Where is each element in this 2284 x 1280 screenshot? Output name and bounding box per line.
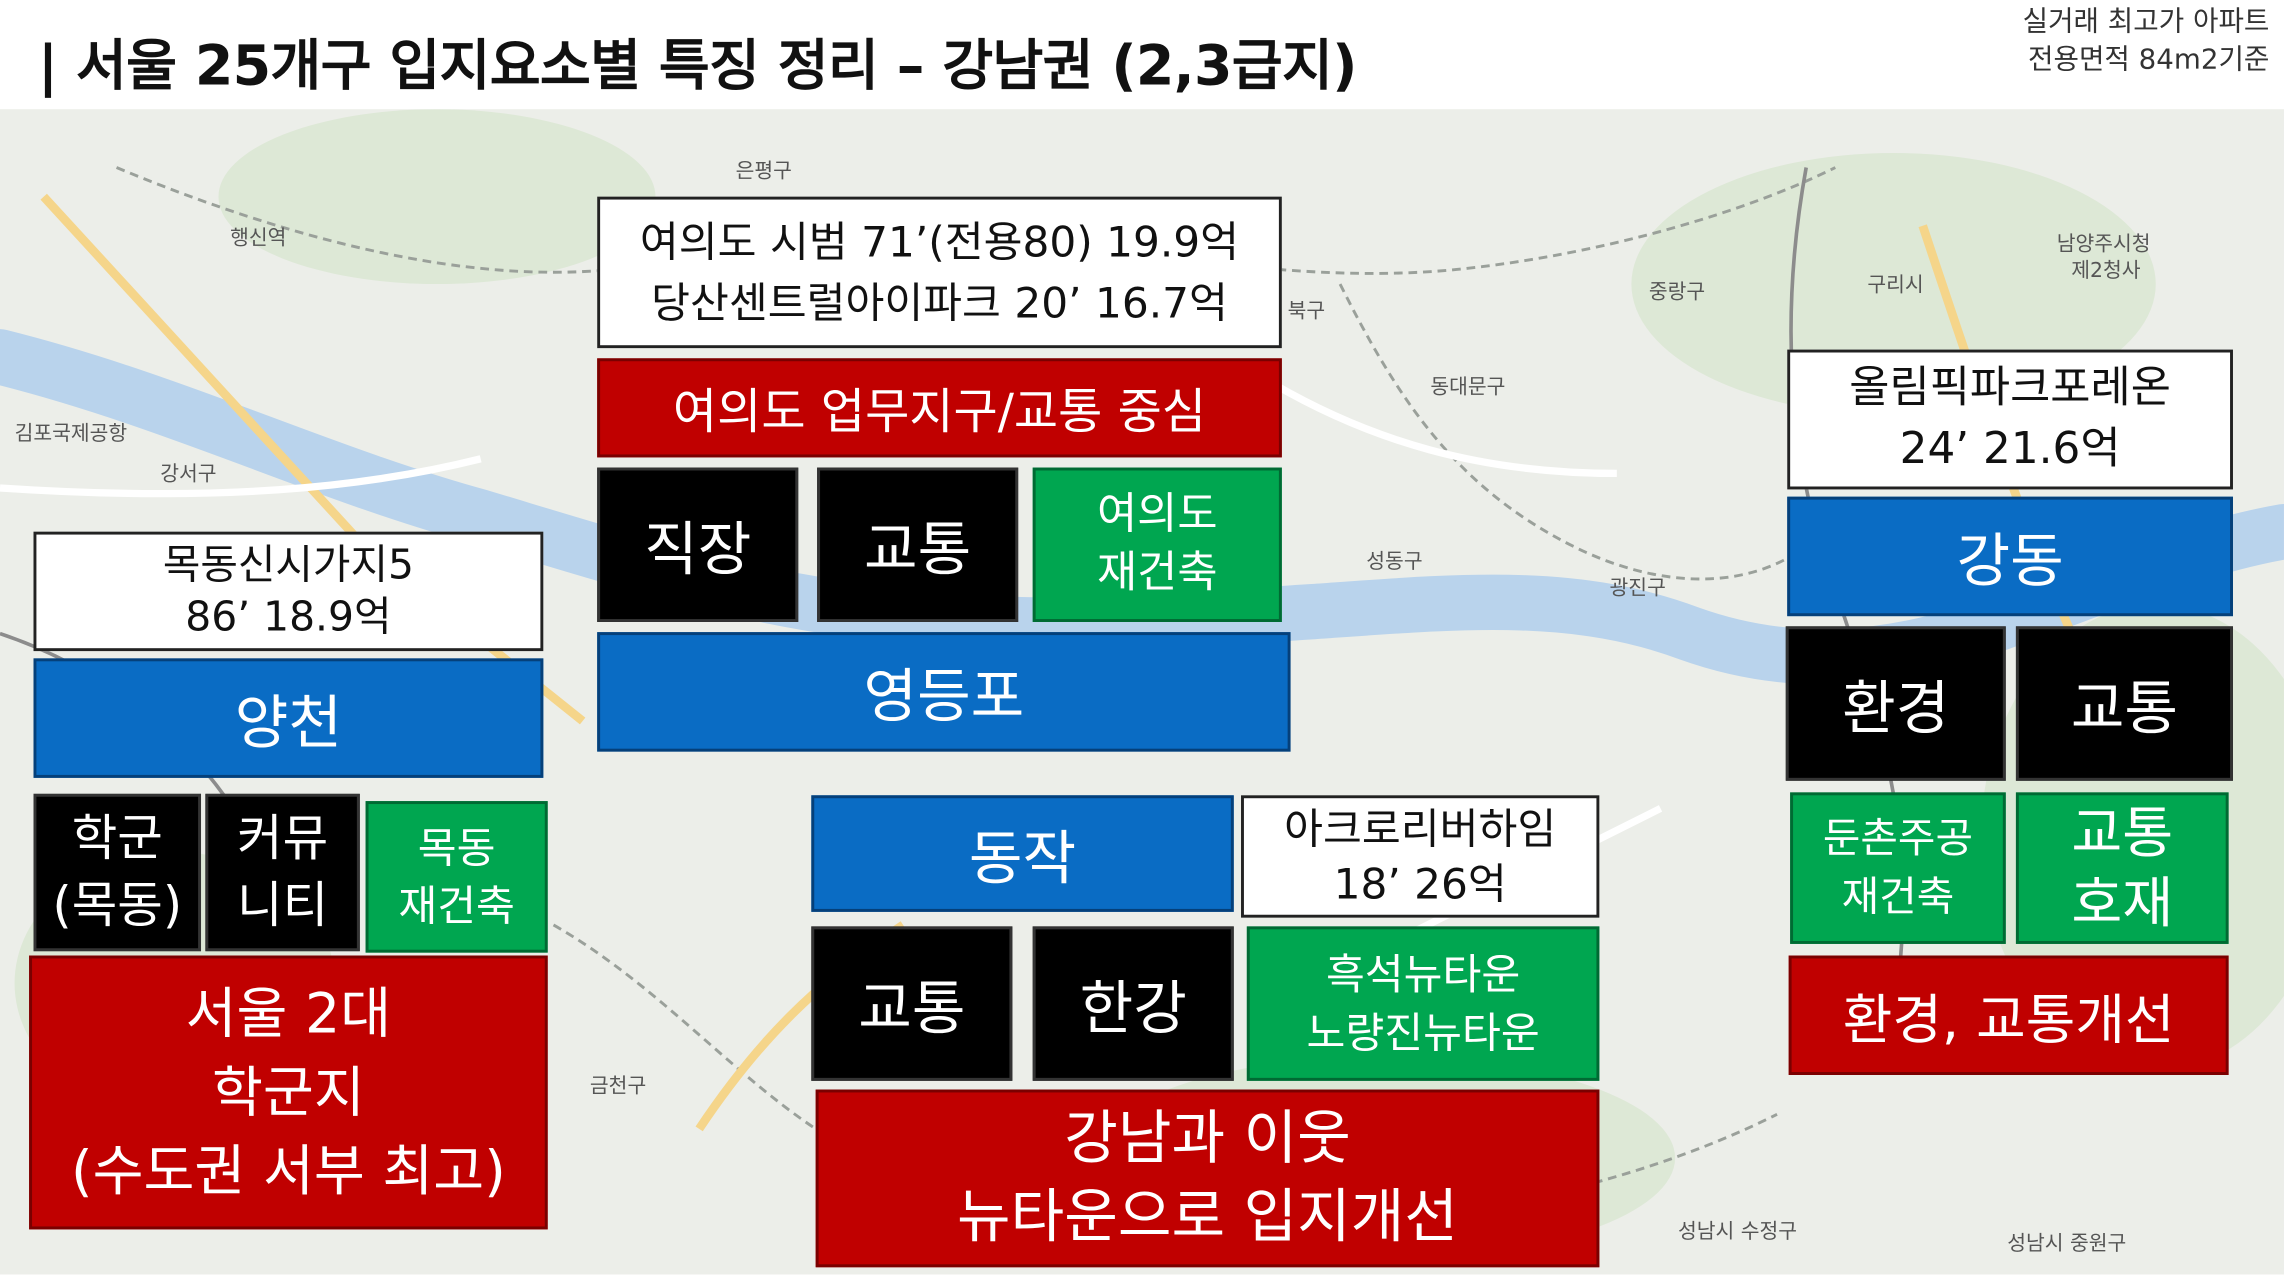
yangcheon-summary-box: 서울 2대 학군지 (수도권 서부 최고) — [29, 955, 548, 1230]
gangdong-factor-transport-plan: 교통 호재 — [2015, 792, 2229, 944]
yeongdeungpo-factor3-line2: 재건축 — [1096, 547, 1218, 599]
map-label-gangseo: 강서구 — [160, 463, 217, 487]
yeongdeungpo-summary-box: 여의도 업무지구/교통 중심 — [597, 358, 1282, 458]
yeongdeungpo-price-line2: 당산센트럴아이파크 20’ 16.7억 — [651, 278, 1228, 328]
dongjak-factor3-line2: 노량진뉴타운 — [1306, 1007, 1540, 1058]
gangdong-factor-transport: 교통 — [2015, 626, 2233, 781]
yangcheon-factor1-line2: (목동) — [52, 876, 183, 936]
yangcheon-factor1-line1: 학군 — [71, 809, 163, 869]
yeongdeungpo-factor-rebuild: 여의도 재건축 — [1032, 467, 1282, 622]
dongjak-summary-line2: 뉴타운으로 입지개선 — [957, 1184, 1458, 1252]
page-title: | 서울 25개구 입지요소별 특징 정리 – 강남권 (2,3급지) — [37, 33, 1358, 98]
yeongdeungpo-factor1-label: 직장 — [644, 517, 752, 585]
yeongdeungpo-district-box: 영등포 — [597, 632, 1291, 752]
yangcheon-factor2-line2: 니티 — [237, 876, 329, 936]
yangcheon-price-line1: 목동신시가지5 — [162, 540, 414, 589]
dongjak-district-box: 동작 — [811, 795, 1234, 912]
criteria-note: 실거래 최고가 아파트 전용면적 84m2기준 — [2023, 3, 2270, 79]
gangdong-factor3-line1: 둔촌주공 — [1822, 814, 1973, 863]
yangcheon-summary-line1: 서울 2대 — [185, 981, 392, 1046]
yangcheon-district-label: 양천 — [234, 690, 343, 758]
gangdong-factor4-line2: 호재 — [2071, 871, 2174, 936]
map-label-namyangju-2: 제2청사 — [2071, 259, 2141, 283]
dongjak-summary-box: 강남과 이웃 뉴타운으로 입지개선 — [815, 1089, 1600, 1268]
dongjak-price-box: 아크로리버하임 18’ 26억 — [1241, 795, 1600, 918]
map-label-seongbuk: 북구 — [1287, 300, 1326, 324]
dongjak-factor1-label: 교통 — [858, 975, 966, 1043]
dongjak-factor2-label: 한강 — [1079, 975, 1187, 1043]
yeongdeungpo-price-box: 여의도 시범 71’(전용80) 19.9억 당산센트럴아이파크 20’ 16.… — [597, 196, 1282, 349]
gangdong-price-box: 올림픽파크포레온 24’ 21.6억 — [1787, 349, 2233, 490]
criteria-note-line1: 실거래 최고가 아파트 — [2022, 5, 2270, 38]
dongjak-factor-newtown: 흑석뉴타운 노량진뉴타운 — [1246, 926, 1600, 1081]
map-label-geumcheon: 금천구 — [589, 1074, 647, 1099]
gangdong-factor4-line1: 교통 — [2071, 801, 2174, 866]
gangdong-factor3-line2: 재건축 — [1841, 872, 1955, 921]
dongjak-factor-river: 한강 — [1032, 926, 1234, 1081]
yangcheon-summary-line3: (수도권 서부 최고) — [70, 1139, 506, 1204]
map-label-dongdaemun: 동대문구 — [1430, 375, 1506, 400]
map-label-eunpyeong: 은평구 — [735, 160, 792, 184]
dongjak-price-line1: 아크로리버하임 — [1284, 804, 1557, 854]
yangcheon-factor-rebuild: 목동 재건축 — [365, 801, 548, 953]
yeongdeungpo-factor2-label: 교통 — [864, 517, 972, 585]
map-label-gwangjin: 광진구 — [1609, 576, 1666, 601]
yangcheon-factor3-line2: 재건축 — [398, 881, 515, 931]
gangdong-price-line2: 24’ 21.6억 — [1899, 423, 2121, 475]
yangcheon-price-line2: 86’ 18.9억 — [185, 592, 392, 641]
map-label-haengsin: 행신역 — [230, 227, 287, 251]
yangcheon-summary-line2: 학군지 — [212, 1060, 365, 1125]
yangcheon-factor2-line1: 커뮤 — [237, 809, 329, 869]
gangdong-district-label: 강동 — [1956, 528, 2064, 596]
map-label-jungnang: 중랑구 — [1648, 281, 1706, 305]
gangdong-factor-environment: 환경 — [1785, 626, 2006, 781]
map-label-guri: 구리시 — [1867, 273, 1924, 298]
gangdong-price-line1: 올림픽파크포레온 — [1849, 362, 2171, 414]
dongjak-factor3-line1: 흑석뉴타운 — [1325, 949, 1521, 1000]
map-label-sujeong: 성남시 수정구 — [1678, 1220, 1798, 1244]
yeongdeungpo-summary-label: 여의도 업무지구/교통 중심 — [672, 383, 1207, 440]
dongjak-price-line2: 18’ 26억 — [1333, 859, 1507, 909]
yangcheon-district-box: 양천 — [33, 658, 544, 778]
yeongdeungpo-factor-transport: 교통 — [817, 467, 1019, 622]
gangdong-factor2-label: 교통 — [2070, 675, 2179, 743]
yeongdeungpo-factor3-line1: 여의도 — [1096, 489, 1218, 541]
yeongdeungpo-price-line1: 여의도 시범 71’(전용80) 19.9억 — [639, 217, 1240, 267]
yangcheon-factor-community: 커뮤 니티 — [205, 793, 360, 952]
map-label-seongdong: 성동구 — [1366, 550, 1423, 574]
yeongdeungpo-district-label: 영등포 — [863, 664, 1025, 732]
map-label-gimpo: 김포국제공항 — [14, 422, 128, 446]
dongjak-district-label: 동작 — [968, 825, 1077, 893]
gangdong-factor1-label: 환경 — [1842, 675, 1950, 743]
criteria-note-line2: 전용면적 84m2기준 — [2028, 43, 2270, 76]
gangdong-summary-box: 환경, 교통개선 — [1788, 955, 2229, 1075]
gangdong-summary-label: 환경, 교통개선 — [1842, 989, 2175, 1052]
dongjak-factor-transport: 교통 — [811, 926, 1013, 1081]
gangdong-district-box: 강동 — [1787, 496, 2233, 617]
dongjak-summary-line1: 강남과 이웃 — [1064, 1105, 1351, 1173]
yangcheon-factor3-line1: 목동 — [417, 822, 496, 873]
gangdong-factor-rebuild: 둔촌주공 재건축 — [1790, 792, 2006, 944]
yeongdeungpo-factor-job: 직장 — [597, 467, 799, 622]
yangcheon-factor-school: 학군 (목동) — [33, 793, 202, 952]
map-label-namyangju: 남양주시청 — [2056, 233, 2151, 257]
map-label-jungwon: 성남시 중원구 — [2007, 1232, 2127, 1256]
yangcheon-price-box: 목동신시가지5 86’ 18.9억 — [33, 531, 544, 652]
